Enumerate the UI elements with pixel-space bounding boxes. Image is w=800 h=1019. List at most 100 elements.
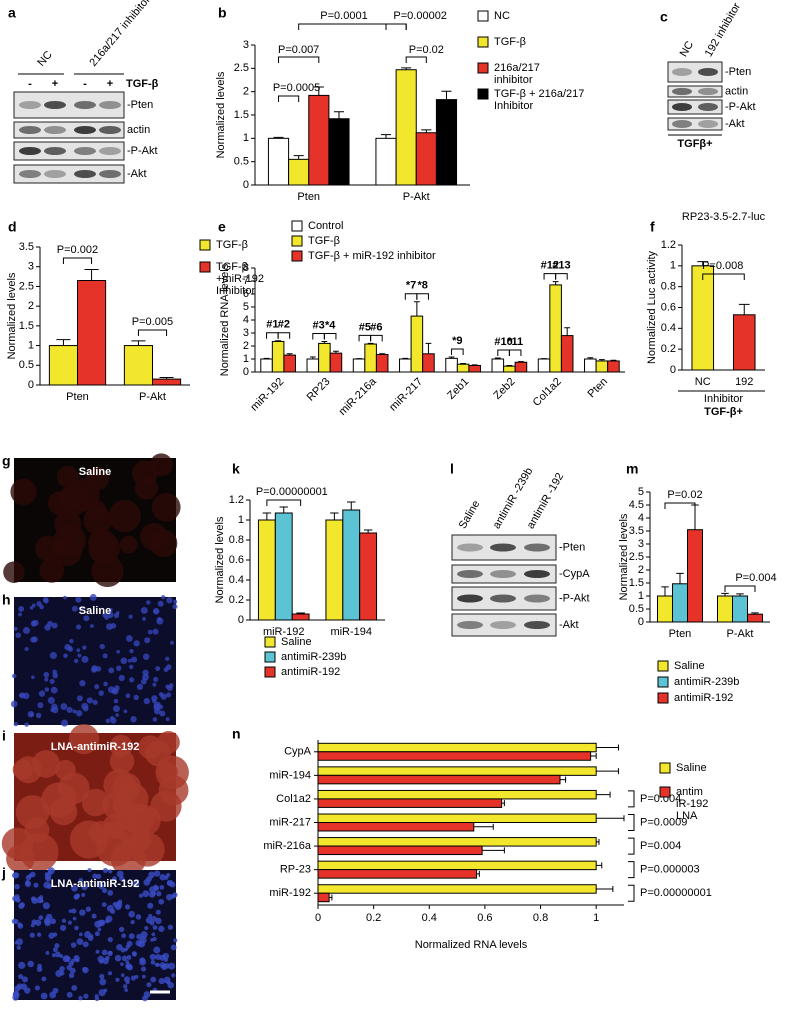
cell (85, 466, 110, 491)
cell (142, 890, 150, 898)
cell (101, 902, 107, 907)
cell (173, 599, 178, 604)
cell (52, 932, 58, 937)
error-bar (401, 67, 412, 70)
cell (107, 936, 113, 943)
y-tick-label: 7 (243, 275, 249, 287)
legend-label: TGF-β (494, 36, 526, 48)
annotation: P=0.004 (640, 840, 681, 852)
error-bar (333, 111, 345, 119)
cell (159, 710, 166, 717)
cell (155, 917, 162, 925)
blot-strip (13, 121, 125, 139)
y-tick-label: 3 (243, 39, 249, 51)
cell (126, 635, 133, 642)
error-bar (721, 592, 729, 596)
bracket (312, 332, 325, 340)
cell (70, 942, 77, 948)
cell (78, 932, 83, 937)
blot-band (19, 101, 41, 109)
cell (10, 700, 18, 708)
cell (120, 973, 125, 978)
bar (445, 357, 458, 373)
y-tick-label: 0.2 (661, 343, 676, 355)
cell (82, 966, 87, 972)
panel-letter: e (218, 219, 226, 235)
bracket (385, 23, 407, 30)
bracket (323, 332, 337, 340)
y-tick-label: 4 (638, 512, 644, 524)
blot-band (698, 87, 718, 96)
error-bar (293, 155, 304, 160)
error-bar (379, 353, 386, 355)
cell (52, 947, 58, 953)
band-label: -Pten (127, 99, 153, 111)
blot-band (457, 621, 483, 629)
cell (101, 949, 108, 956)
y-tick-label: 2 (243, 86, 249, 98)
cell (134, 974, 139, 979)
cell (50, 686, 58, 694)
cell (127, 658, 132, 663)
error-bar (84, 268, 99, 281)
cell (116, 649, 121, 654)
legend-swatch (291, 250, 303, 262)
x-tick-label: 0.2 (366, 912, 381, 924)
error-bar (560, 776, 567, 783)
x-tick-label: miR-192 (263, 626, 305, 638)
cell (47, 491, 72, 516)
bar (48, 345, 78, 386)
cell (3, 561, 25, 584)
annotation: P=0.00000001 (256, 486, 328, 498)
image-caption: Saline (79, 605, 111, 617)
error-bar (347, 501, 356, 510)
cell (116, 870, 124, 878)
cell (153, 870, 161, 877)
y-tick-label: 1 (670, 260, 676, 272)
bar (317, 837, 597, 847)
cell (147, 629, 153, 635)
cell (85, 906, 91, 912)
blot-strip (13, 164, 125, 184)
bar (375, 353, 389, 373)
cell (113, 698, 119, 704)
cell (112, 902, 118, 907)
cell (152, 936, 157, 942)
cell (150, 960, 156, 965)
cell (99, 643, 105, 650)
annotation: P=0.004 (735, 572, 776, 584)
legend-label: Saline (674, 660, 705, 672)
panel-letter: j (1, 865, 6, 881)
cell (157, 616, 162, 622)
bar (399, 358, 412, 373)
lane-label: 192 inhibitor (703, 1, 744, 59)
cell (33, 882, 39, 888)
cell (68, 960, 74, 967)
cell (149, 953, 157, 961)
cell (148, 913, 153, 918)
annotation: #2 (278, 319, 290, 331)
cell (22, 976, 29, 983)
group-label: 216a/217 inhibitor (87, 0, 153, 69)
y-tick-label: 0 (243, 366, 249, 378)
cell (35, 712, 42, 719)
error-bar (473, 823, 494, 830)
cell (73, 955, 80, 962)
cell (41, 782, 77, 818)
cell (68, 972, 75, 979)
y-axis-label: Normalized levels (618, 513, 630, 600)
y-tick-label: 0.4 (661, 322, 676, 334)
treatment-label: TGF-β (126, 78, 159, 90)
cell (147, 902, 154, 909)
cell (76, 695, 83, 702)
error-bar (313, 86, 324, 96)
error-bar (697, 261, 709, 266)
x-tick-label: NC (695, 376, 711, 388)
cell (78, 877, 84, 883)
footer-label: TGF-β+ (704, 406, 743, 418)
cell (14, 940, 19, 945)
legend-swatch (477, 10, 489, 22)
blot-band (457, 594, 483, 603)
blot-band (44, 101, 66, 109)
